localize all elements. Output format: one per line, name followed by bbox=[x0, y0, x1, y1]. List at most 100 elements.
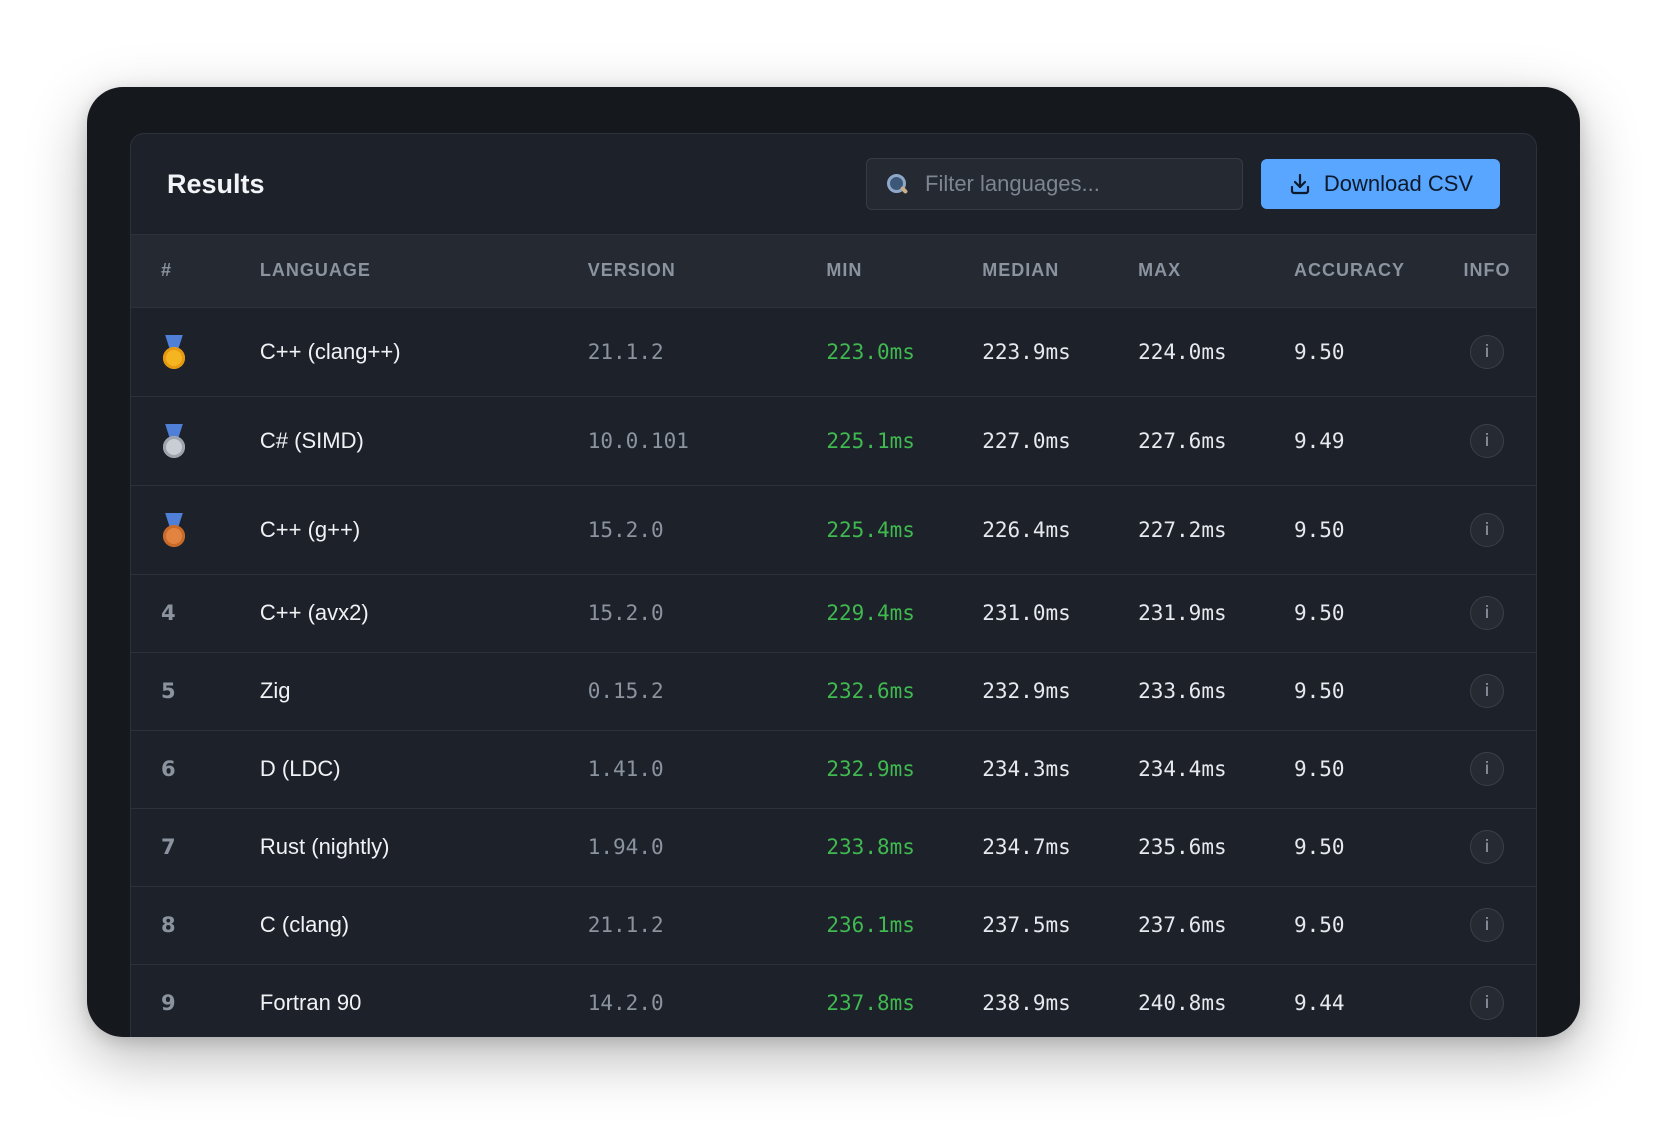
median-cell: 226.4ms bbox=[952, 485, 1109, 575]
info-icon[interactable]: i bbox=[1470, 334, 1505, 369]
version-cell: 15.2.0 bbox=[557, 574, 797, 653]
median-cell: 237.5ms bbox=[952, 886, 1109, 965]
table-row[interactable]: C++ (g++) 15.2.0 225.4ms 226.4ms 227.2ms… bbox=[131, 485, 1536, 575]
accuracy-cell: 9.44 bbox=[1263, 964, 1439, 1037]
gold-medal-icon bbox=[161, 334, 187, 369]
rank-cell: 7 bbox=[131, 808, 230, 887]
median-cell: 234.3ms bbox=[952, 730, 1109, 809]
language-cell: Zig bbox=[229, 652, 558, 731]
version-cell: 21.1.2 bbox=[557, 307, 797, 397]
app-frame: Results Download CSV # bbox=[87, 87, 1580, 1037]
column-header-median[interactable]: MEDIAN bbox=[952, 235, 1109, 308]
language-cell: D (LDC) bbox=[229, 730, 558, 809]
rank-cell: 4 bbox=[131, 574, 230, 653]
median-cell: 227.0ms bbox=[952, 396, 1109, 486]
results-table: # LANGUAGE VERSION MIN MEDIAN MAX ACCURA… bbox=[131, 235, 1536, 1037]
accuracy-cell: 9.49 bbox=[1263, 396, 1439, 486]
table-row[interactable]: 6 D (LDC) 1.41.0 232.9ms 234.3ms 234.4ms… bbox=[131, 730, 1536, 809]
version-cell: 10.0.101 bbox=[557, 396, 797, 486]
accuracy-cell: 9.50 bbox=[1263, 808, 1439, 887]
median-cell: 223.9ms bbox=[952, 307, 1109, 397]
language-cell: C++ (g++) bbox=[229, 485, 558, 575]
version-cell: 14.2.0 bbox=[557, 964, 797, 1037]
column-header-max[interactable]: MAX bbox=[1108, 235, 1264, 308]
info-icon[interactable]: i bbox=[1470, 752, 1505, 786]
median-cell: 231.0ms bbox=[952, 574, 1109, 653]
version-cell: 21.1.2 bbox=[557, 886, 797, 965]
column-header-rank[interactable]: # bbox=[131, 235, 230, 308]
max-cell: 224.0ms bbox=[1108, 307, 1264, 397]
table-row[interactable]: 9 Fortran 90 14.2.0 237.8ms 238.9ms 240.… bbox=[131, 964, 1536, 1037]
version-cell: 0.15.2 bbox=[557, 652, 797, 731]
min-cell: 232.6ms bbox=[796, 652, 953, 731]
rank-cell: 6 bbox=[131, 730, 230, 809]
accuracy-cell: 9.50 bbox=[1263, 574, 1439, 653]
info-icon[interactable]: i bbox=[1470, 423, 1505, 458]
info-icon[interactable]: i bbox=[1470, 908, 1505, 942]
max-cell: 234.4ms bbox=[1108, 730, 1264, 809]
info-icon[interactable]: i bbox=[1470, 674, 1505, 708]
panel-header: Results Download CSV bbox=[131, 134, 1536, 235]
max-cell: 240.8ms bbox=[1108, 964, 1264, 1037]
rank-cell: 5 bbox=[131, 652, 230, 731]
min-cell: 236.1ms bbox=[796, 886, 953, 965]
min-cell: 229.4ms bbox=[796, 574, 953, 653]
column-header-accuracy[interactable]: ACCURACY bbox=[1263, 235, 1439, 308]
table-row[interactable]: 8 C (clang) 21.1.2 236.1ms 237.5ms 237.6… bbox=[131, 886, 1536, 965]
column-header-language[interactable]: LANGUAGE bbox=[229, 235, 558, 308]
rank-cell bbox=[131, 485, 230, 575]
accuracy-cell: 9.50 bbox=[1263, 730, 1439, 809]
info-icon[interactable]: i bbox=[1470, 512, 1505, 547]
table-row[interactable]: 7 Rust (nightly) 1.94.0 233.8ms 234.7ms … bbox=[131, 808, 1536, 887]
language-cell: C# (SIMD) bbox=[229, 396, 558, 486]
download-icon bbox=[1288, 172, 1312, 196]
min-cell: 225.1ms bbox=[796, 396, 953, 486]
search-icon bbox=[885, 172, 909, 196]
max-cell: 227.6ms bbox=[1108, 396, 1264, 486]
column-header-min[interactable]: MIN bbox=[796, 235, 953, 308]
accuracy-cell: 9.50 bbox=[1263, 886, 1439, 965]
accuracy-cell: 9.50 bbox=[1263, 652, 1439, 731]
median-cell: 234.7ms bbox=[952, 808, 1109, 887]
accuracy-cell: 9.50 bbox=[1263, 485, 1439, 575]
column-header-info: INFO bbox=[1438, 235, 1536, 308]
median-cell: 232.9ms bbox=[952, 652, 1109, 731]
search-box[interactable] bbox=[866, 158, 1243, 210]
silver-medal-icon bbox=[161, 423, 187, 458]
table-row[interactable]: C# (SIMD) 10.0.101 225.1ms 227.0ms 227.6… bbox=[131, 396, 1536, 486]
version-cell: 15.2.0 bbox=[557, 485, 797, 575]
download-csv-button[interactable]: Download CSV bbox=[1261, 159, 1500, 209]
language-cell: C++ (avx2) bbox=[229, 574, 558, 653]
language-cell: Rust (nightly) bbox=[229, 808, 558, 887]
bronze-medal-icon bbox=[161, 512, 187, 547]
table-row[interactable]: C++ (clang++) 21.1.2 223.0ms 223.9ms 224… bbox=[131, 307, 1536, 397]
accuracy-cell: 9.50 bbox=[1263, 307, 1439, 397]
min-cell: 232.9ms bbox=[796, 730, 953, 809]
max-cell: 233.6ms bbox=[1108, 652, 1264, 731]
min-cell: 237.8ms bbox=[796, 964, 953, 1037]
rank-cell bbox=[131, 307, 230, 397]
info-icon[interactable]: i bbox=[1470, 596, 1505, 630]
max-cell: 235.6ms bbox=[1108, 808, 1264, 887]
median-cell: 238.9ms bbox=[952, 964, 1109, 1037]
rank-cell bbox=[131, 396, 230, 486]
info-icon[interactable]: i bbox=[1470, 830, 1505, 864]
max-cell: 227.2ms bbox=[1108, 485, 1264, 575]
rank-cell: 8 bbox=[131, 886, 230, 965]
language-cell: C (clang) bbox=[229, 886, 558, 965]
min-cell: 223.0ms bbox=[796, 307, 953, 397]
search-input[interactable] bbox=[925, 171, 1226, 197]
page-title: Results bbox=[167, 168, 265, 199]
min-cell: 225.4ms bbox=[796, 485, 953, 575]
download-csv-label: Download CSV bbox=[1323, 171, 1474, 196]
max-cell: 237.6ms bbox=[1108, 886, 1264, 965]
language-cell: C++ (clang++) bbox=[229, 307, 558, 397]
version-cell: 1.41.0 bbox=[557, 730, 797, 809]
rank-cell: 9 bbox=[131, 964, 230, 1037]
table-row[interactable]: 4 C++ (avx2) 15.2.0 229.4ms 231.0ms 231.… bbox=[131, 574, 1536, 653]
info-icon[interactable]: i bbox=[1470, 986, 1505, 1020]
column-header-version[interactable]: VERSION bbox=[557, 235, 797, 308]
max-cell: 231.9ms bbox=[1108, 574, 1264, 653]
min-cell: 233.8ms bbox=[796, 808, 953, 887]
table-row[interactable]: 5 Zig 0.15.2 232.6ms 232.9ms 233.6ms 9.5… bbox=[131, 652, 1536, 731]
